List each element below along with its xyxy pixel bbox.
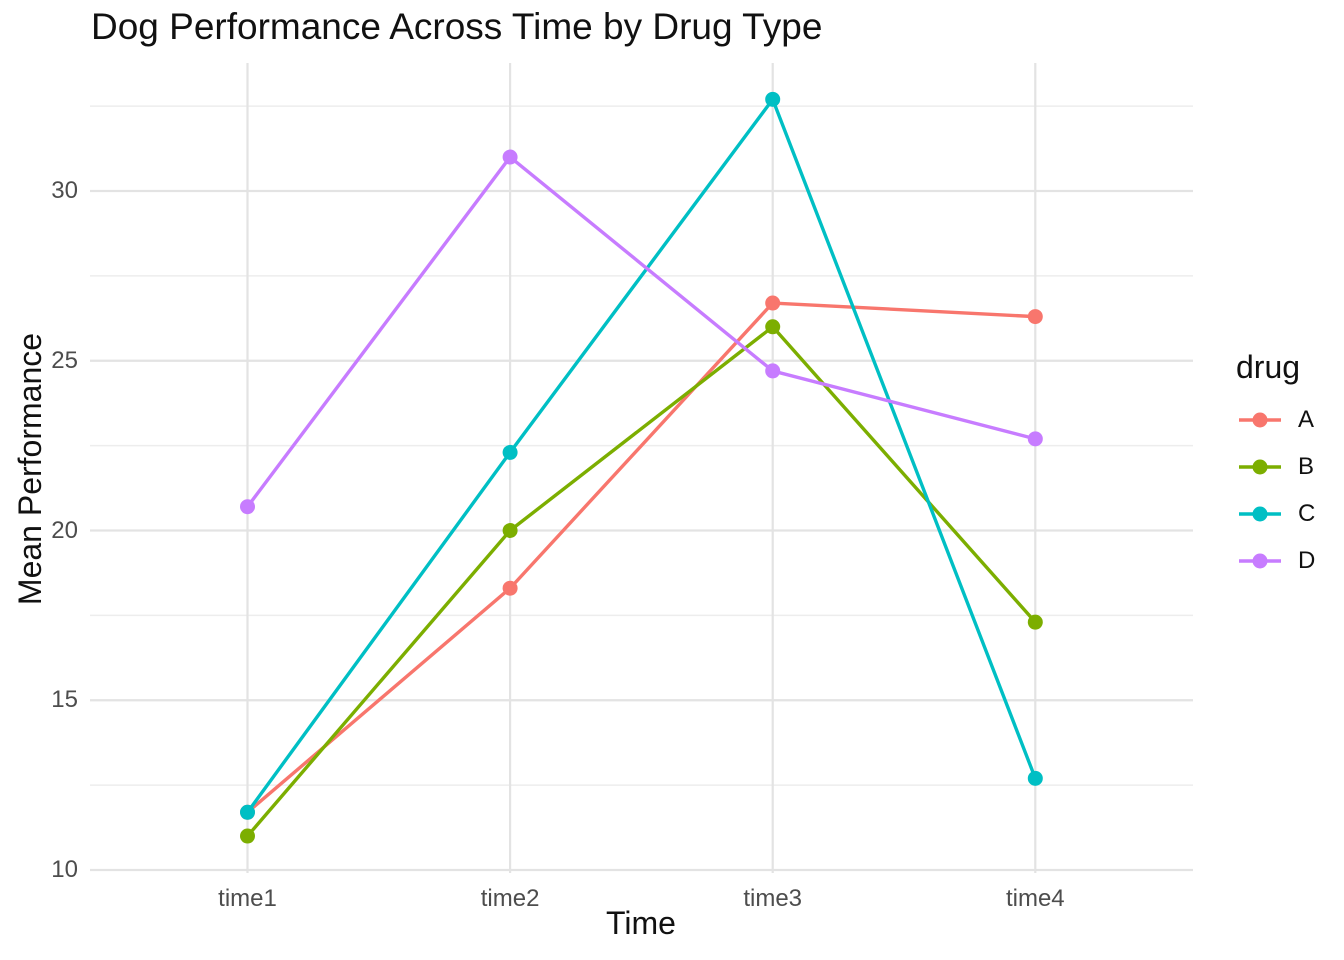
- legend-item-A: A: [1236, 396, 1315, 443]
- data-point-D-time1: [240, 499, 255, 515]
- legend-label-A: A: [1298, 405, 1315, 433]
- x-axis-title: Time: [606, 905, 676, 941]
- series-line-D: [245, 155, 1038, 509]
- data-point-A-time3: [765, 295, 781, 311]
- legend-key-icon-D: [1239, 553, 1281, 568]
- y-tick-label-25: 25: [51, 346, 78, 374]
- legend-item-D: D: [1236, 537, 1315, 584]
- data-point-D-time2: [502, 149, 518, 165]
- y-axis-title: Mean Performance: [12, 332, 48, 606]
- legend-item-B: B: [1236, 443, 1315, 490]
- series-line-C: [245, 97, 1038, 814]
- y-tick-label-10: 10: [51, 856, 78, 883]
- legend-key-icon-A: [1239, 412, 1281, 427]
- legend-label-C: C: [1298, 499, 1316, 527]
- series-line-B: [245, 325, 1038, 838]
- y-tick-label-15: 15: [51, 686, 78, 714]
- data-point-D-time3: [765, 363, 781, 379]
- data-point-B-time2: [502, 523, 518, 538]
- data-point-A-time2: [502, 580, 518, 596]
- series-line-A: [245, 301, 1038, 814]
- legend-item-C: C: [1236, 490, 1315, 537]
- data-point-D-time4: [1027, 431, 1043, 447]
- data-point-B-time4: [1027, 614, 1043, 630]
- chart-title: Dog Performance Across Time by Drug Type: [91, 6, 823, 47]
- data-point-B-time1: [240, 828, 255, 844]
- x-tick-label-time3: time3: [743, 885, 803, 912]
- y-tick-label-20: 20: [51, 516, 78, 544]
- data-point-C-time4: [1027, 770, 1043, 786]
- data-point-C-time2: [502, 444, 518, 460]
- data-point-C-time1: [240, 804, 255, 820]
- legend-title: drug: [1236, 349, 1301, 385]
- data-point-C-time3: [765, 91, 781, 107]
- x-tick-label-time4: time4: [1005, 885, 1065, 912]
- legend-key-icon-C: [1239, 506, 1281, 521]
- legend-label-B: B: [1298, 452, 1315, 480]
- data-point-B-time3: [765, 319, 781, 335]
- legend-label-D: D: [1298, 546, 1316, 574]
- legend-key-icon-B: [1239, 459, 1281, 474]
- x-tick-label-time2: time2: [480, 885, 540, 912]
- x-tick-label-time1: time1: [218, 885, 277, 912]
- data-point-A-time4: [1027, 309, 1043, 325]
- y-tick-label-30: 30: [51, 177, 78, 204]
